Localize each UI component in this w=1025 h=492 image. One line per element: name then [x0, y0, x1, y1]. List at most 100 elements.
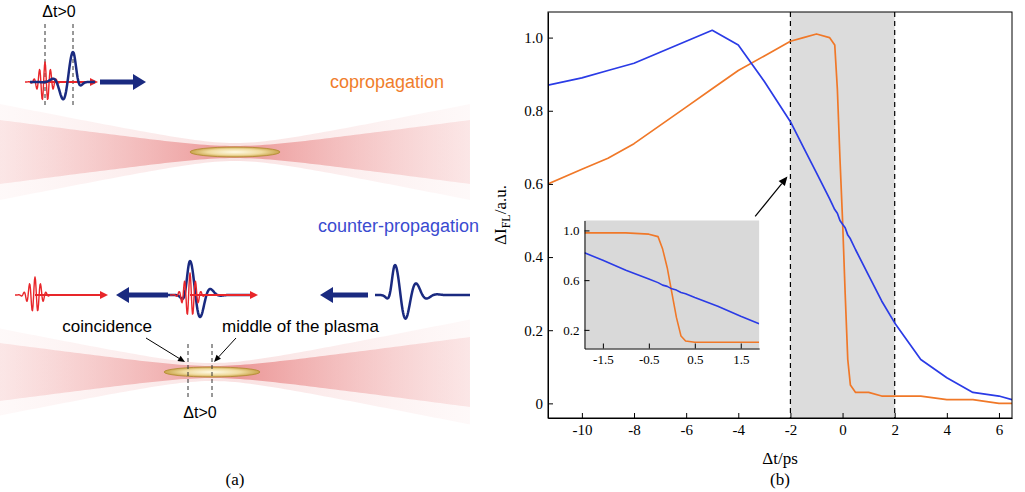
y-tick-label: 0.4: [524, 249, 543, 265]
x-tick: -4: [733, 413, 746, 438]
laser-direction-shaft: [35, 294, 100, 296]
delay-label: Δt>0: [42, 3, 75, 20]
x-tick: -6: [680, 413, 693, 438]
x-tick-label: 0: [839, 422, 847, 438]
x-tick-label: 1.5: [733, 352, 749, 367]
delay-label: Δt>0: [183, 404, 216, 421]
y-tick: 0: [536, 396, 554, 412]
thz-direction: [100, 74, 146, 90]
y-tick-label: 0.2: [524, 323, 543, 339]
x-tick: 4: [944, 413, 952, 438]
y-tick-mark: [548, 184, 553, 185]
panel-label: (b): [770, 470, 790, 489]
x-tick-label: 6: [996, 422, 1004, 438]
x-tick-label: 4: [944, 422, 952, 438]
leader-arrow-shaft: [219, 338, 236, 357]
x-tick-mark: [999, 413, 1000, 418]
x-axis-line: [585, 349, 760, 350]
x-tick-label: 0.5: [687, 352, 703, 367]
y-axis-title-subscript: FL: [499, 214, 513, 228]
series-line: [548, 30, 1012, 399]
figure: Δt>0 copropagation counter-propagation coin…: [0, 0, 1025, 492]
leader-arrow-head: [177, 356, 185, 362]
plot-lines: [548, 30, 1012, 403]
x-tick-label: -1.5: [593, 352, 614, 367]
y-axis-title: ΔIFL/a.u.: [491, 185, 513, 245]
x-tick: 2: [891, 413, 899, 438]
leader-arrow: [214, 338, 236, 362]
x-tick-mark: [790, 413, 791, 418]
series-line: [584, 253, 759, 324]
thz-direction-head: [116, 287, 129, 303]
y-tick-label: 0: [536, 396, 544, 412]
thz-direction: [320, 287, 368, 303]
x-tick: 0: [839, 413, 847, 438]
x-tick-mark: [738, 413, 739, 418]
x-axis: -10 -8 -6 -4 -2 0 2 4 6: [549, 413, 1013, 438]
y-tick-label: 0.6: [524, 176, 543, 192]
x-tick-label: 2: [891, 422, 899, 438]
x-tick-label: -6: [680, 422, 693, 438]
copropagation-label: copropagation: [330, 72, 444, 92]
plot-frame: [548, 12, 1012, 418]
y-tick: 0.4: [524, 249, 553, 265]
counter-propagation-label: counter-propagation: [318, 216, 479, 236]
x-tick-mark: [649, 344, 650, 349]
inset-arrow-head: [779, 177, 788, 187]
y-tick: 0.2: [524, 323, 553, 339]
coincidence-line: [188, 344, 189, 398]
x-tick-label: -4: [733, 422, 746, 438]
y-tick: 0.2: [563, 323, 589, 338]
x-tick-mark: [582, 413, 583, 418]
x-tick-mark: [634, 413, 635, 418]
thz-direction-head: [133, 74, 146, 90]
laser-beam-co-glow: [0, 104, 470, 200]
y-tick: 0.6: [524, 176, 553, 192]
y-tick-label: 1.0: [563, 223, 579, 238]
plot-lines: [584, 233, 759, 342]
y-tick-mark: [548, 403, 553, 404]
x-tick-mark: [686, 413, 687, 418]
plasma-middle-line: [212, 344, 213, 398]
x-tick-label: -10: [572, 422, 592, 438]
leader-arrow-head: [214, 355, 221, 362]
thz-direction-shaft: [100, 80, 133, 85]
coincidence-label: coincidence: [62, 317, 152, 336]
x-tick-mark: [895, 413, 896, 418]
y-axis: 0.2 0.6 1.0: [563, 221, 589, 349]
x-tick: -8: [628, 413, 641, 438]
thz-pulse: [160, 261, 250, 317]
x-tick-label: -0.5: [639, 352, 660, 367]
laser-pulse: [15, 277, 55, 311]
thz-pulse: [30, 52, 95, 99]
leader-arrow-shaft: [146, 338, 179, 358]
y-tick-label: 1.0: [524, 30, 543, 46]
laser-direction-head: [250, 291, 258, 299]
plasma-co: [190, 147, 280, 157]
x-tick: 6: [996, 413, 1004, 438]
panel-a: Δt>0 copropagation counter-propagation coin…: [0, 3, 479, 489]
x-tick-mark: [947, 413, 948, 418]
plasma-middle-label: middle of the plasma: [222, 317, 379, 336]
inset-chart: -1.5 -0.5 0.5 1.5 0.2 0.6 1.0: [563, 220, 759, 366]
y-tick: 1.0: [563, 223, 589, 238]
y-axis: 0 0.2 0.4 0.6 0.8 1.0: [524, 13, 553, 419]
y-tick-mark: [548, 38, 553, 39]
y-tick: 0.6: [563, 273, 589, 288]
range-boundary: [894, 12, 895, 418]
laser-direction-head: [100, 291, 108, 299]
y-tick-mark: [548, 111, 553, 112]
laser-direction-shaft: [190, 294, 250, 296]
laser-direction: [190, 291, 258, 299]
x-tick-label: -2: [785, 422, 798, 438]
y-tick-label: 0.2: [563, 323, 579, 338]
x-tick: -1.5: [593, 344, 614, 367]
x-tick-mark: [695, 344, 696, 349]
y-tick-mark: [548, 330, 553, 331]
x-tick: -0.5: [639, 344, 660, 367]
range-boundary: [790, 12, 791, 418]
laser-direction: [35, 291, 108, 299]
series-line: [584, 233, 759, 342]
y-tick: 0.8: [524, 103, 553, 119]
x-tick: 1.5: [733, 344, 749, 367]
